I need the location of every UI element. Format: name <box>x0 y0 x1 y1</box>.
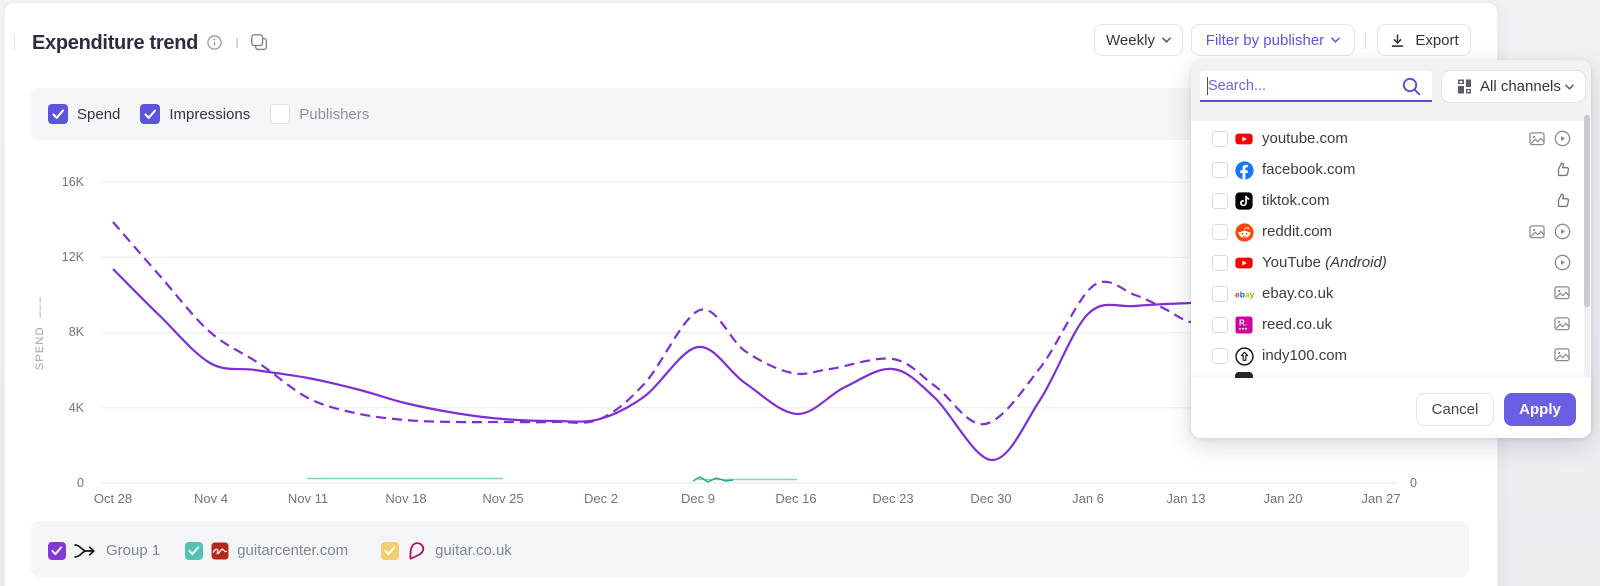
svg-text:R.: R. <box>1239 318 1247 327</box>
svg-text:ebay: ebay <box>1235 289 1255 299</box>
